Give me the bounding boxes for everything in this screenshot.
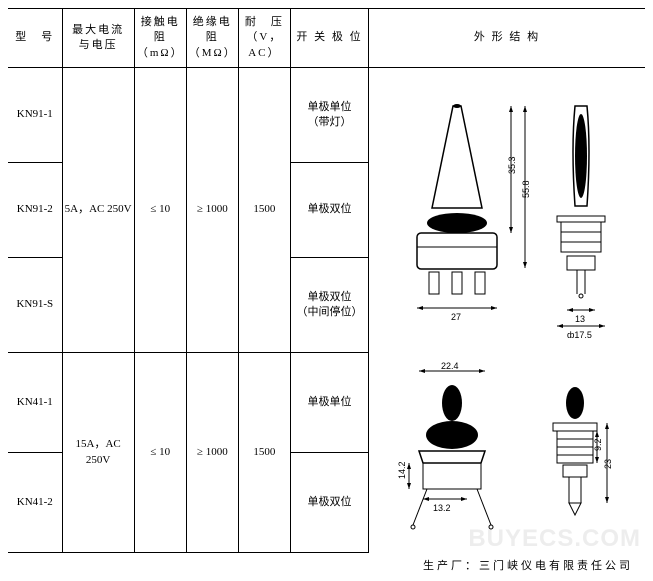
svg-text:13: 13 [575, 314, 585, 324]
table-row: KN91-1 5A，AC 250V ≤ 10 ≥ 1000 1500 单极单位（… [8, 68, 645, 163]
cell-positions: 单极双位 [290, 163, 368, 258]
cell-contact-res: ≤ 10 [134, 68, 186, 353]
spec-table: 型 号 最大电流与电压 接触电阻（mΩ） 绝缘电阻（MΩ） 耐 压（V，AC） … [8, 8, 645, 553]
svg-text:55.8: 55.8 [521, 180, 531, 198]
cell-model: KN41-1 [8, 353, 62, 453]
diagram-cell-kn91: 27 35.3 55.8 [369, 68, 645, 353]
table-header: 型 号 最大电流与电压 接触电阻（mΩ） 绝缘电阻（MΩ） 耐 压（V，AC） … [8, 9, 645, 68]
col-positions: 开 关 极 位 [290, 9, 368, 68]
cell-model: KN91-S [8, 258, 62, 353]
svg-text:9.2: 9.2 [593, 439, 603, 452]
svg-text:ф17.5: ф17.5 [567, 330, 592, 338]
col-model: 型 号 [8, 9, 62, 68]
cell-max-current: 15A，AC 250V [62, 353, 134, 553]
cell-max-current: 5A，AC 250V [62, 68, 134, 353]
cell-insulation-res: ≥ 1000 [186, 68, 238, 353]
cell-withstand: 1500 [238, 68, 290, 353]
svg-text:35.3: 35.3 [507, 156, 517, 174]
col-contact-res: 接触电阻（mΩ） [134, 9, 186, 68]
col-withstand: 耐 压（V，AC） [238, 9, 290, 68]
table-row: KN41-1 15A，AC 250V ≤ 10 ≥ 1000 1500 单极单位… [8, 353, 645, 453]
cell-model: KN91-1 [8, 68, 62, 163]
svg-text:13.2: 13.2 [433, 503, 451, 513]
svg-text:23: 23 [603, 459, 613, 469]
cell-withstand: 1500 [238, 353, 290, 553]
cell-positions: 单极单位 [290, 353, 368, 453]
footer-text: 生产厂：三门峡仪电有限责任公司 [8, 553, 645, 573]
cell-positions: 单极双位 [290, 453, 368, 553]
svg-text:22.4: 22.4 [441, 361, 459, 371]
cell-insulation-res: ≥ 1000 [186, 353, 238, 553]
cell-positions: 单极单位（带灯） [290, 68, 368, 163]
cell-model: KN91-2 [8, 163, 62, 258]
svg-text:14.2: 14.2 [397, 462, 407, 480]
col-shape: 外 形 结 构 [369, 9, 645, 68]
toggle-switch-drawing-kn91: 27 35.3 55.8 [377, 78, 637, 338]
col-insulation-res: 绝缘电阻（MΩ） [186, 9, 238, 68]
cell-model: KN41-2 [8, 453, 62, 553]
cell-contact-res: ≤ 10 [134, 353, 186, 553]
cell-positions: 单极双位（中间停位） [290, 258, 368, 353]
col-max-current: 最大电流与电压 [62, 9, 134, 68]
toggle-switch-drawing-kn41: 22.4 14.2 [377, 357, 637, 542]
diagram-cell-kn41: 22.4 14.2 [369, 353, 645, 553]
svg-text:27: 27 [451, 312, 461, 322]
